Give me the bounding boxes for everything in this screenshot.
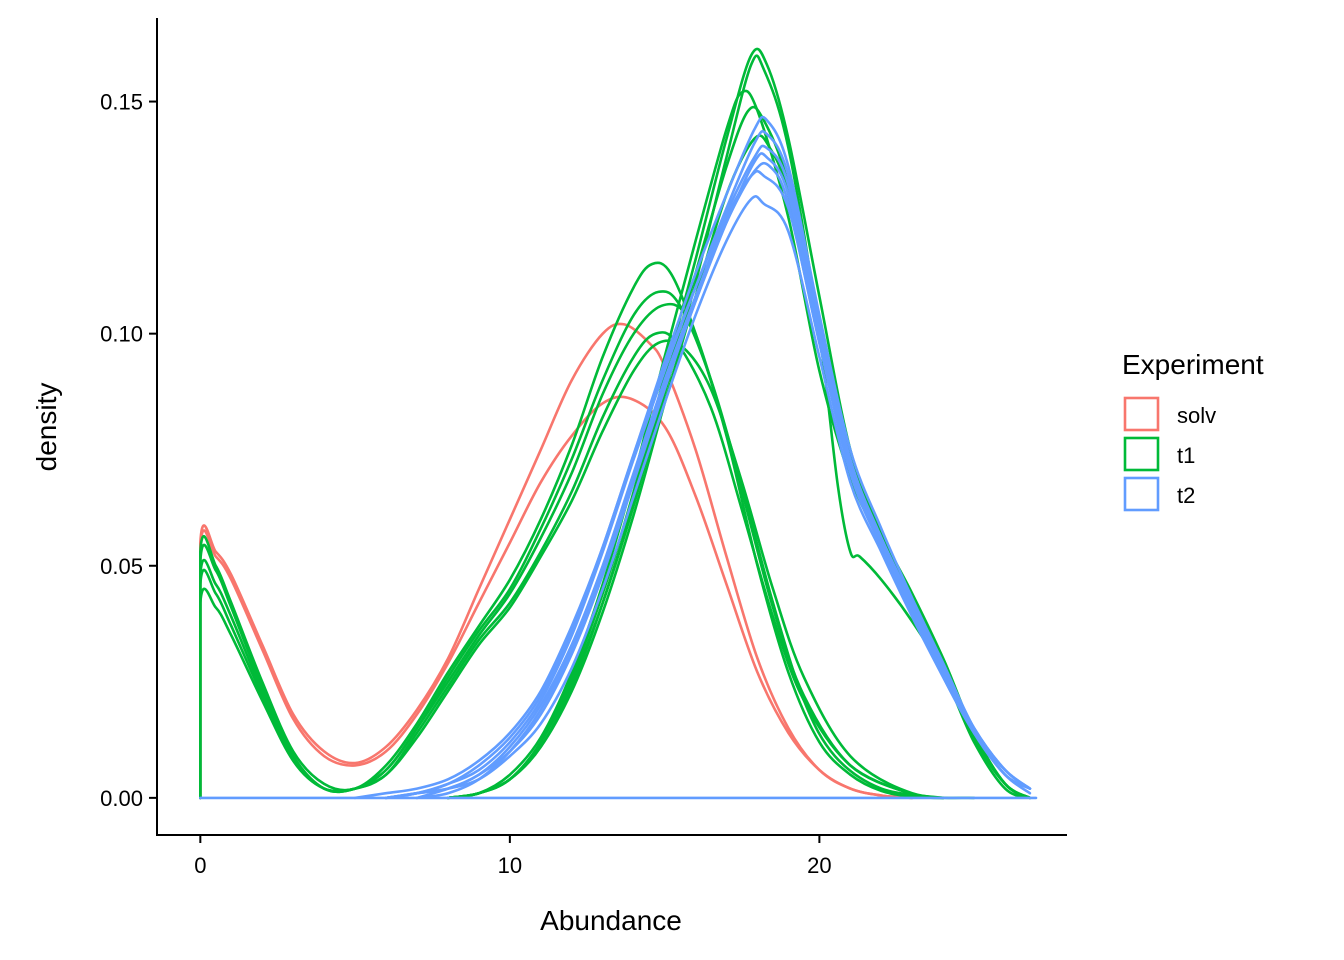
- y-tick-label: 0.05: [100, 554, 143, 579]
- y-axis-title: density: [31, 383, 62, 472]
- y-axis-ticks: 0.00 0.05 0.10 0.15: [100, 90, 157, 811]
- legend-label-solv: solv: [1177, 403, 1216, 428]
- legend-title: Experiment: [1122, 349, 1264, 380]
- density-line-t2-17: [384, 115, 1032, 800]
- density-line-t2-18: [415, 169, 1032, 800]
- density-line-t1-4: [199, 302, 945, 800]
- y-tick-label: 0.00: [100, 786, 143, 811]
- density-line-t2-13: [353, 144, 1032, 800]
- y-tick-label: 0.10: [100, 322, 143, 347]
- legend-key-solv: [1123, 396, 1160, 432]
- density-line-t1-7: [446, 54, 1032, 800]
- x-tick-label: 10: [498, 853, 522, 878]
- legend-label-t1: t1: [1177, 443, 1195, 468]
- density-line-solv-0: [199, 322, 914, 800]
- plot-area: [199, 47, 1038, 800]
- density-line-solv-1: [199, 395, 914, 800]
- legend-label-t2: t2: [1177, 483, 1195, 508]
- x-axis-title: Abundance: [540, 905, 682, 936]
- density-line-t1-6: [199, 339, 976, 800]
- x-tick-label: 20: [807, 853, 831, 878]
- legend-key-t2: [1123, 476, 1160, 512]
- density-line-t1-10: [446, 105, 1032, 800]
- legend-key-t1: [1123, 436, 1160, 472]
- x-axis-ticks: 0 10 20: [194, 835, 832, 878]
- y-tick-label: 0.15: [100, 90, 143, 115]
- density-line-t1-2: [199, 261, 945, 800]
- density-line-t2-16: [384, 195, 1032, 800]
- legend: Experiment solv t1 t2: [1122, 349, 1264, 512]
- density-line-t1-11: [446, 134, 1032, 800]
- x-tick-label: 0: [194, 853, 206, 878]
- density-line-t2-19: [415, 152, 1032, 800]
